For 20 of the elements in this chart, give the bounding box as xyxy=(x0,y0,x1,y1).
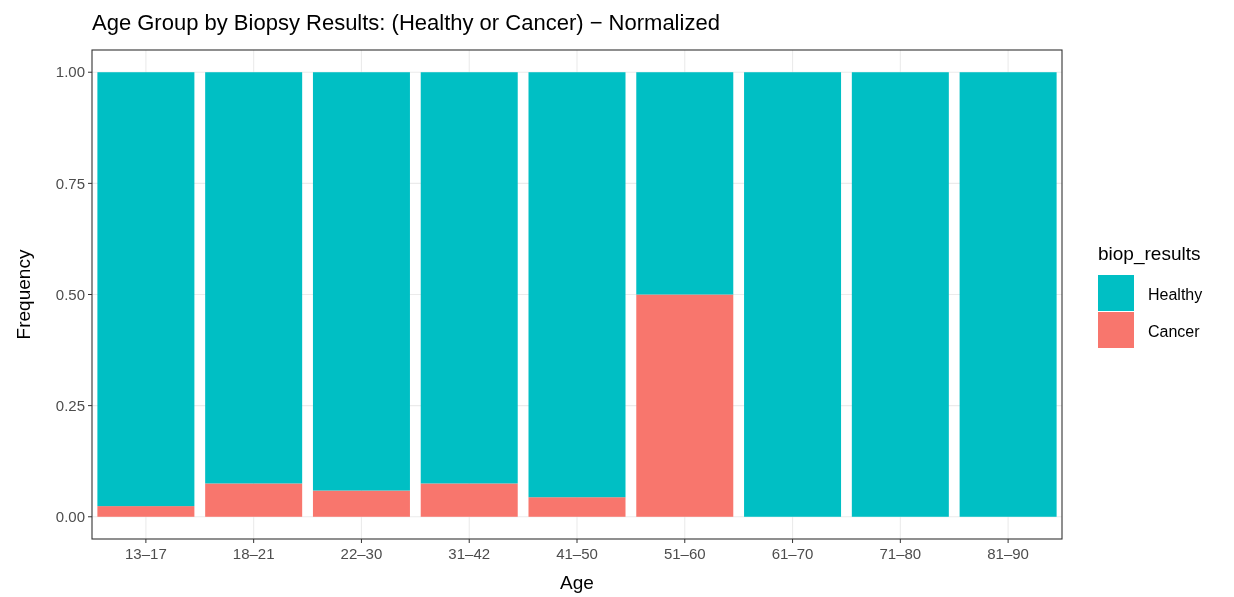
x-tick-label: 51–60 xyxy=(663,545,706,562)
legend-label: Healthy xyxy=(1148,285,1203,303)
x-tick-label: 13–17 xyxy=(125,545,167,562)
y-tick-label: 1.00 xyxy=(55,63,85,81)
x-tick-label: 71–80 xyxy=(879,545,922,562)
x-axis-title: Age xyxy=(560,572,594,593)
x-tick-label: 81–90 xyxy=(987,545,1029,562)
x-tick-label: 22–30 xyxy=(340,545,383,562)
legend-label: Cancer xyxy=(1148,322,1201,340)
y-axis-title: Frequency xyxy=(13,249,34,340)
x-tick-label: 61–70 xyxy=(771,545,814,562)
x-tick-label: 31–42 xyxy=(448,545,491,562)
y-tick-label: 0.75 xyxy=(55,174,85,192)
y-tick-label: 0.25 xyxy=(55,396,85,414)
x-tick-label: 41–50 xyxy=(556,545,598,562)
y-tick-label: 0.50 xyxy=(55,285,85,303)
y-tick-label: 0.00 xyxy=(55,508,85,526)
legend-title: biop_results xyxy=(1098,243,1201,265)
x-tick-label: 18–21 xyxy=(232,545,275,562)
chart-title: Age Group by Biopsy Results: (Healthy or Cancer) − Normalized xyxy=(92,10,720,35)
